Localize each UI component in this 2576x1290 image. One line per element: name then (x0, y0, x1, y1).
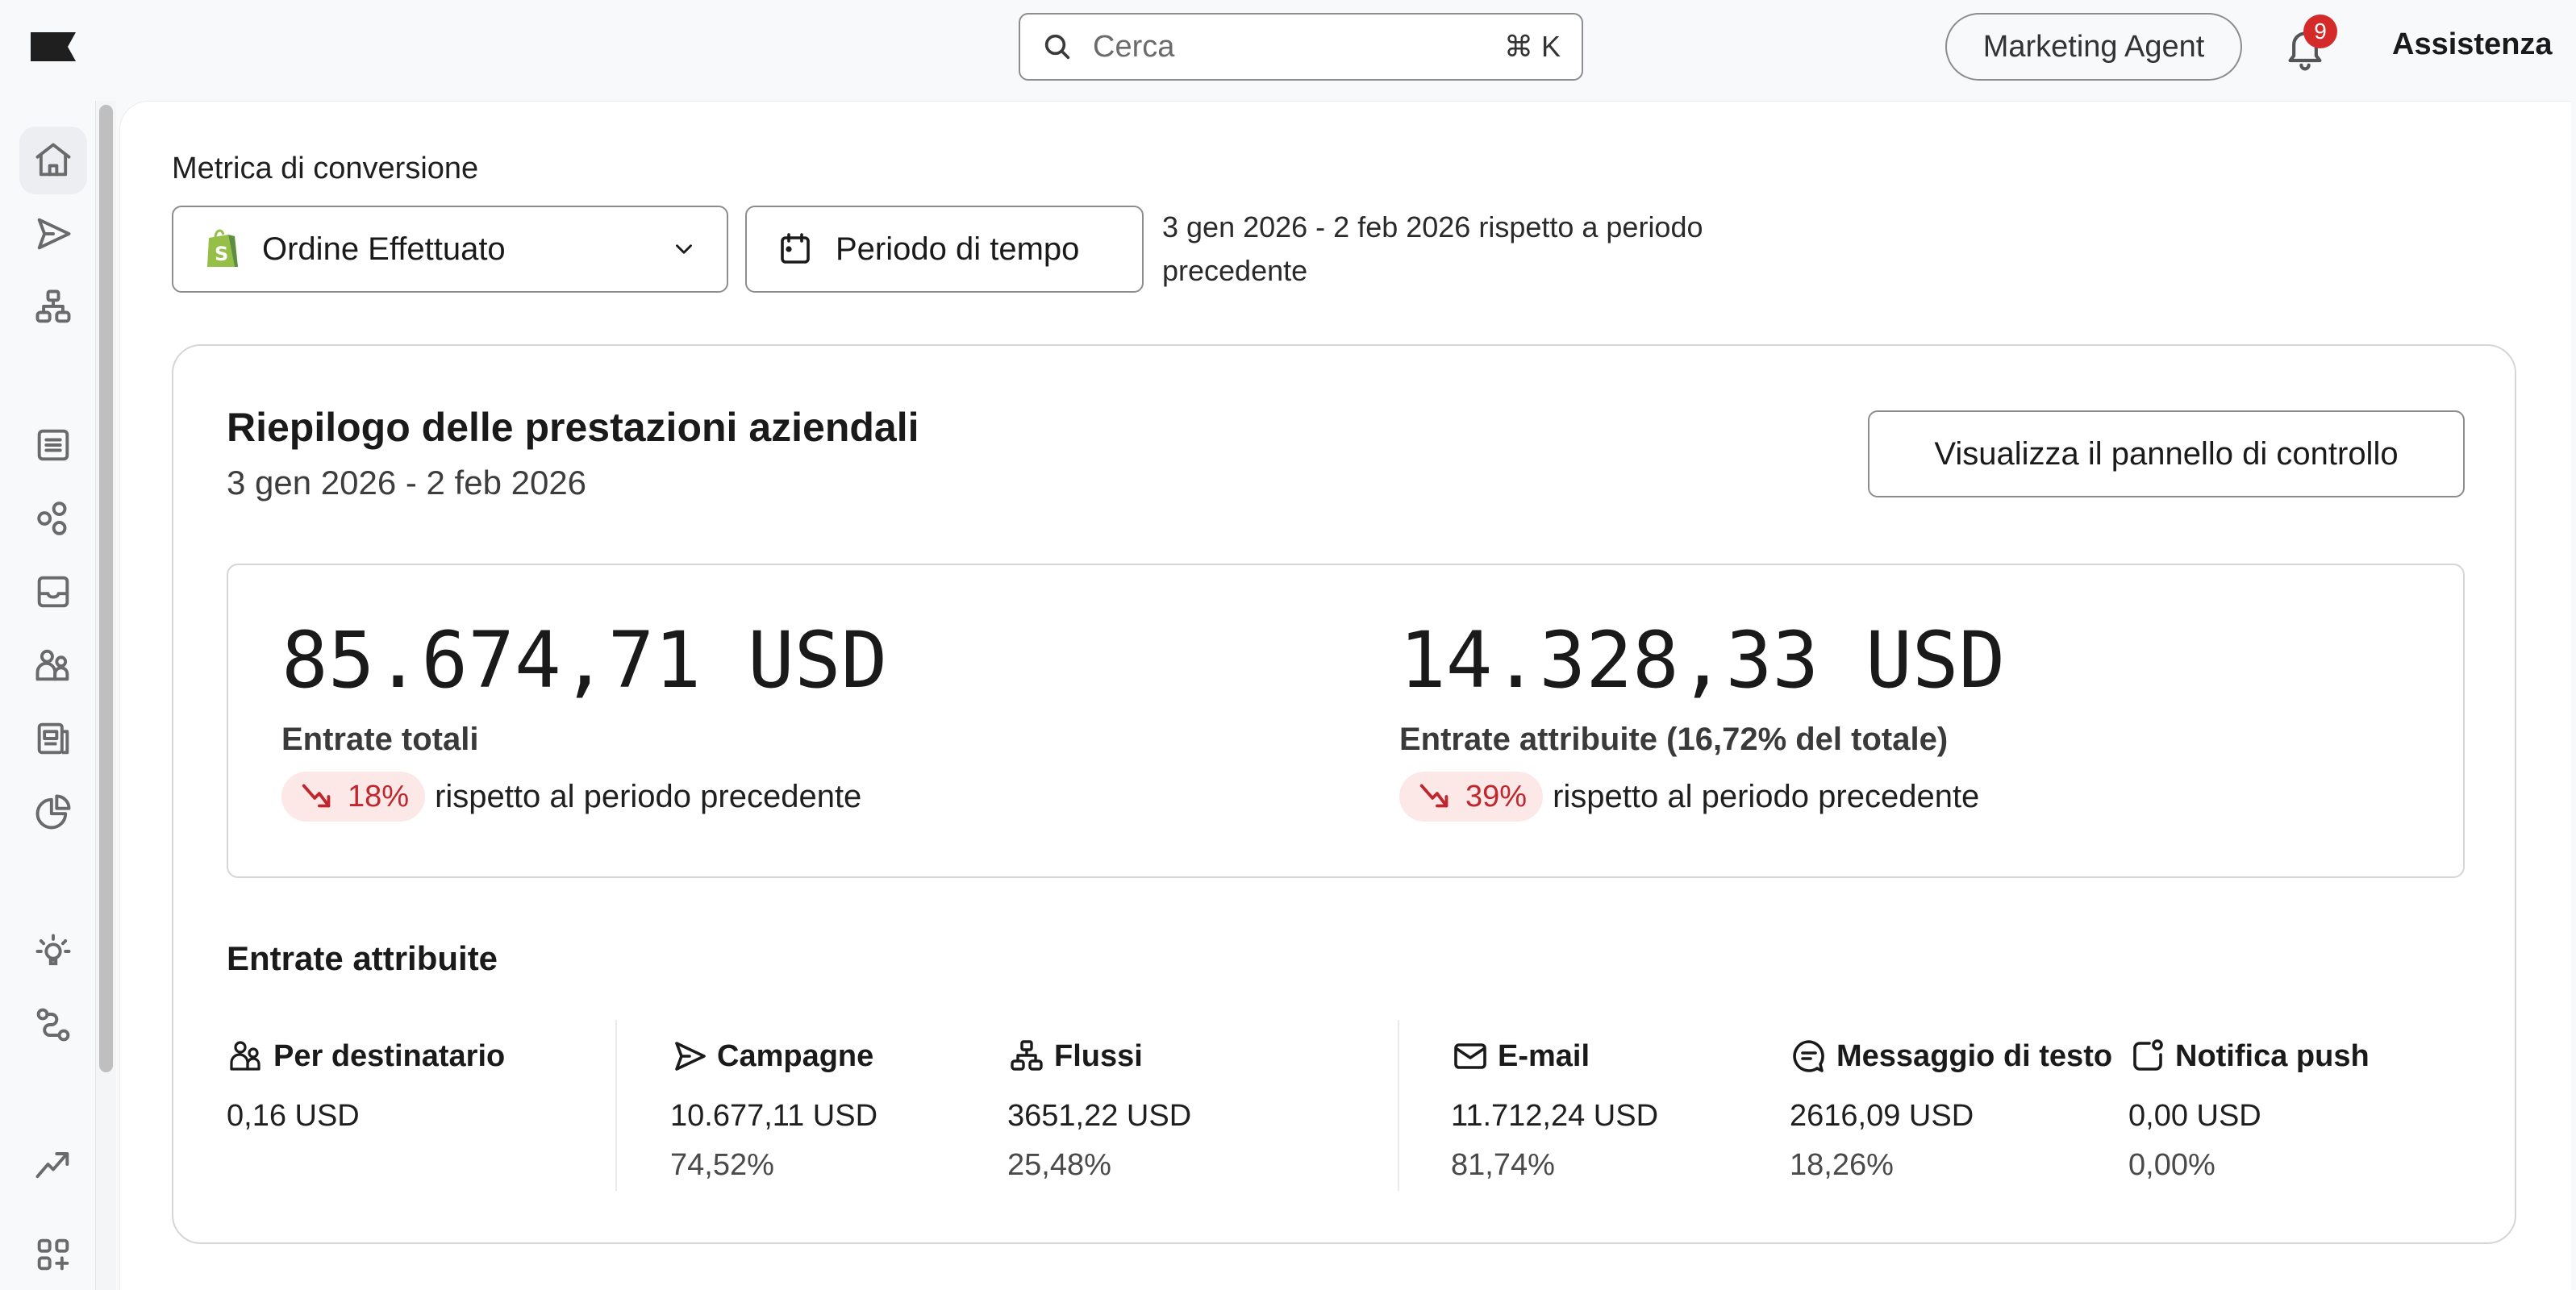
flag-logo-icon[interactable] (31, 32, 76, 61)
segments-icon (37, 501, 67, 535)
time-period-button[interactable]: Periodo di tempo (745, 206, 1144, 293)
chevron-down-icon (676, 244, 692, 254)
sidebar-item-add-apps[interactable] (19, 1221, 87, 1288)
time-period-label: Periodo di tempo (836, 231, 1080, 267)
sidebar-item-content[interactable] (19, 705, 87, 772)
journey-icon (36, 1008, 70, 1042)
search-shortcut: ⌘ K (1503, 30, 1561, 63)
column-percent: 18,26% (1790, 1148, 1894, 1182)
trend-change-badge: 39% (1399, 772, 1544, 822)
column-amount: 3651,22 USD (1007, 1099, 1192, 1133)
column-label: Campagne (717, 1038, 874, 1073)
sidebar-item-journeys[interactable] (19, 991, 87, 1059)
card-title: Riepilogo delle prestazioni aziendali (227, 405, 919, 450)
trend-change-badge: 18% (281, 772, 426, 822)
add-apps-icon (37, 1238, 69, 1271)
search-icon (1044, 34, 1070, 60)
conversion-metric-value: Ordine Effettuato (262, 231, 506, 267)
audience-icon (35, 649, 69, 681)
attributed-column-campaigns: Campagne 10.677,11 USD 74,52% (670, 1036, 877, 1183)
column-label: Notifica push (2175, 1038, 2370, 1073)
sidebar-item-ideas[interactable] (19, 918, 87, 985)
help-link[interactable]: Assistenza (2392, 27, 2553, 61)
column-label: Per destinatario (273, 1038, 506, 1073)
search-placeholder: Cerca (1093, 29, 1175, 64)
lightbulb-icon (35, 934, 71, 966)
kpi-trend: 18% rispetto al periodo precedente (281, 772, 861, 822)
kpi-value: 85.674,71 USD (281, 615, 888, 705)
column-label: Messaggio di testo (1836, 1038, 2113, 1073)
trend-change-value: 18% (348, 779, 410, 814)
shopify-bag-icon: S (207, 229, 238, 267)
top-bar: Cerca ⌘ K Marketing Agent 9 Assistenza (0, 0, 2576, 97)
sidebar-item-segments[interactable] (19, 485, 87, 552)
sidebar-item-flows[interactable] (19, 273, 87, 341)
column-divider (1398, 1020, 1399, 1191)
card-date-range: 3 gen 2026 - 2 feb 2026 (227, 464, 587, 501)
analytics-pie-icon (35, 794, 71, 830)
trending-up-icon (35, 1152, 69, 1179)
sidebar-scrollbar-thumb[interactable] (99, 105, 113, 1072)
sidebar-item-lists[interactable] (19, 411, 87, 479)
trend-down-icon (1419, 784, 1448, 808)
search-input[interactable]: Cerca ⌘ K (1019, 13, 1583, 81)
flows-icon (35, 289, 71, 323)
list-icon (37, 429, 69, 461)
calendar-icon (781, 233, 810, 264)
attributed-revenue-heading: Entrate attribuite (227, 939, 498, 977)
column-amount: 10.677,11 USD (670, 1099, 878, 1133)
inbox-icon (37, 576, 69, 608)
mail-icon (1454, 1043, 1486, 1069)
column-label: E-mail (1498, 1038, 1590, 1073)
sidebar-item-audience[interactable] (19, 631, 87, 699)
column-percent: 0,00% (2128, 1148, 2215, 1182)
notification-count-badge: 9 (2303, 15, 2337, 48)
column-divider (615, 1020, 617, 1191)
sidebar-item-home[interactable] (19, 127, 87, 194)
kpi-value: 14.328,33 USD (1399, 615, 2006, 705)
attributed-column-sms: Messaggio di testo 2616,09 USD 18,26% (1790, 1036, 2112, 1183)
kpi-label: Entrate attribuite (16,72% del totale) (1399, 722, 1949, 757)
svg-text:S: S (215, 243, 228, 265)
column-percent: 81,74% (1451, 1148, 1555, 1182)
trend-comparison-text: rispetto al periodo precedente (1553, 778, 1980, 814)
sidebar-item-inbox[interactable] (19, 558, 87, 626)
send-icon (37, 218, 71, 250)
marketing-agent-button[interactable]: Marketing Agent (1945, 13, 2242, 81)
kpi-label: Entrate totali (281, 722, 479, 757)
push-notification-icon (2133, 1039, 2163, 1071)
attributed-column-flows: Flussi 3651,22 USD 25,48% (1007, 1036, 1191, 1183)
column-percent: 25,48% (1007, 1148, 1111, 1182)
column-amount: 2616,09 USD (1790, 1099, 1974, 1133)
column-amount: 0,16 USD (227, 1099, 360, 1133)
kpi-trend: 39% rispetto al periodo precedente (1399, 772, 1979, 822)
sidebar-item-campaigns[interactable] (19, 200, 87, 268)
period-comparison-text: 3 gen 2026 - 2 feb 2026 rispetto a perio… (1162, 210, 1703, 287)
business-performance-card: Riepilogo delle prestazioni aziendali 3 … (172, 344, 2516, 1244)
column-amount: 0,00 USD (2128, 1099, 2261, 1133)
column-amount: 11.712,24 USD (1451, 1099, 1659, 1133)
attributed-column-email: E-mail 11.712,24 USD 81,74% (1451, 1036, 1658, 1183)
column-percent: 74,52% (670, 1148, 774, 1182)
trend-change-value: 39% (1465, 779, 1528, 814)
kpi-summary-box: 85.674,71 USD Entrate totali 18% rispett… (227, 564, 2465, 878)
sms-icon (1793, 1040, 1824, 1072)
conversion-metric-dropdown[interactable]: S Ordine Effettuato (172, 206, 728, 293)
column-label: Flussi (1054, 1038, 1143, 1073)
sidebar-item-growth[interactable] (19, 1130, 87, 1198)
trend-comparison-text: rispetto al periodo precedente (435, 778, 862, 814)
sidebar-item-analytics[interactable] (19, 778, 87, 846)
home-icon (35, 143, 71, 177)
content-icon (37, 722, 69, 755)
trend-down-icon (302, 784, 331, 808)
conversion-metric-label: Metrica di conversione (172, 152, 479, 185)
attributed-column-recipient: Per destinatario 0,16 USD (227, 1036, 505, 1134)
sidebar-nav (0, 97, 97, 1290)
flows-icon (1011, 1040, 1043, 1071)
campaign-send-icon (675, 1042, 706, 1071)
attributed-column-push: Notifica push 0,00 USD 0,00% (2128, 1036, 2370, 1183)
recipient-icon (230, 1041, 261, 1071)
view-dashboard-button[interactable]: Visualizza il pannello di controllo (1868, 410, 2465, 497)
